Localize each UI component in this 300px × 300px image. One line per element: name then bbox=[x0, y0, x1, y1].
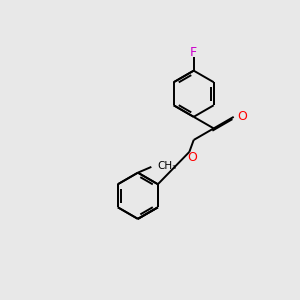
Text: O: O bbox=[237, 110, 247, 123]
Text: CH₃: CH₃ bbox=[157, 161, 176, 171]
Text: F: F bbox=[190, 46, 197, 59]
Text: O: O bbox=[187, 151, 197, 164]
